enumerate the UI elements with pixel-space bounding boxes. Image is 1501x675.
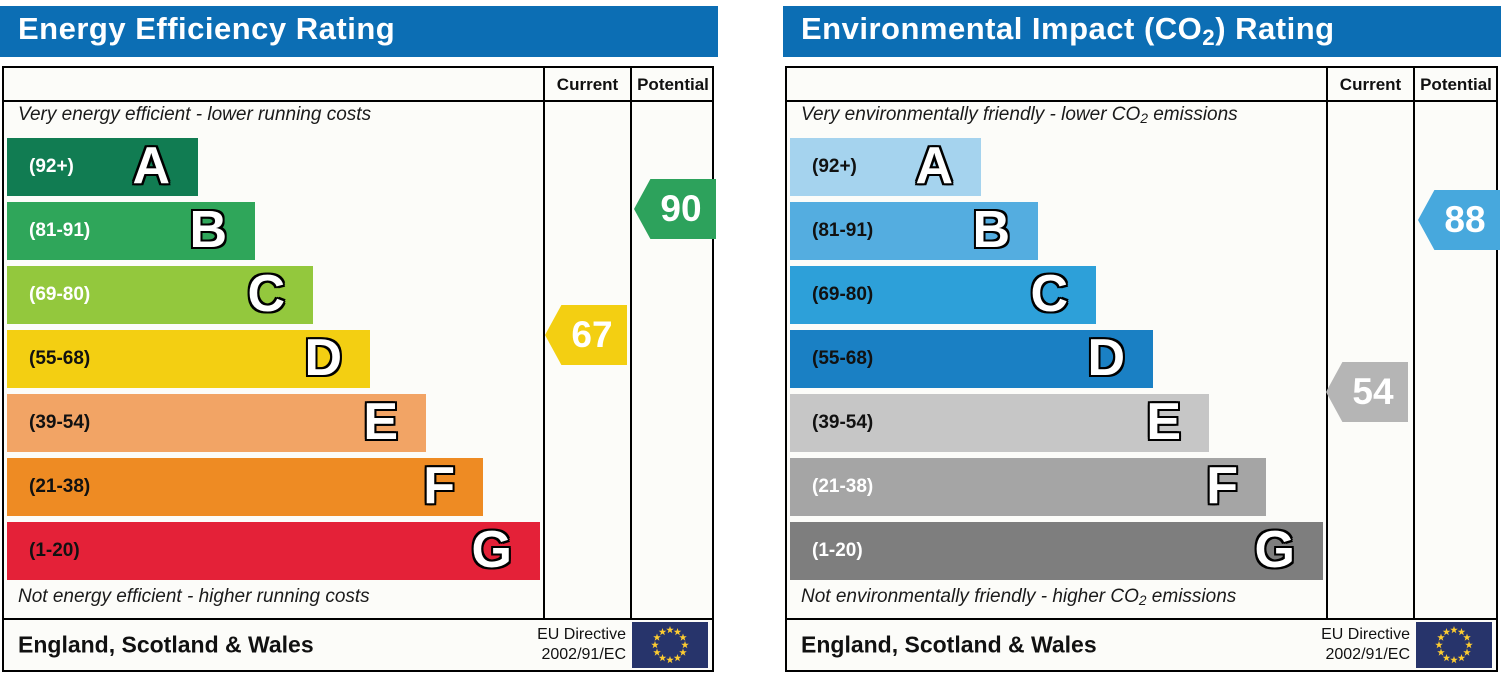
- caption-top: Very environmentally friendly - lower CO…: [801, 104, 1238, 126]
- band-c: (69-80) C: [7, 266, 313, 324]
- band-a: (92+) A: [7, 138, 198, 196]
- caption-top-text: Very energy efficient - lower running co…: [18, 104, 372, 125]
- current-rating-value: 67: [571, 314, 613, 355]
- band-f: (21-38) F: [7, 458, 483, 516]
- rating-table: Current Potential Very energy efficient …: [2, 66, 714, 672]
- caption-bottom-subscript: 2: [1138, 593, 1147, 608]
- panel-title-text: Environmental Impact (CO: [801, 11, 1203, 47]
- potential-column-divider: [630, 68, 632, 618]
- caption-top: Very energy efficient - lower running co…: [18, 104, 371, 126]
- band-letter: F: [423, 456, 455, 515]
- band-letter: G: [471, 520, 512, 579]
- band-letter: B: [972, 200, 1010, 259]
- caption-bottom-text-post: emissions: [1146, 586, 1237, 607]
- caption-bottom-text: Not energy efficient - higher running co…: [18, 586, 370, 607]
- band-b: (81-91) B: [790, 202, 1038, 260]
- band-letter: C: [247, 264, 285, 323]
- band-range-label: (21-38): [29, 476, 91, 497]
- band-letter: A: [915, 136, 953, 195]
- band-range-label: (39-54): [812, 412, 874, 433]
- eu-flag-icon: [632, 622, 708, 668]
- caption-bottom: Not environmentally friendly - higher CO…: [801, 586, 1236, 608]
- band-d: (55-68) D: [7, 330, 370, 388]
- panel-title-bar: Environmental Impact (CO2) Rating: [783, 6, 1501, 57]
- band-range-label: (81-91): [812, 220, 874, 241]
- eu-directive-line1: EU Directive: [537, 626, 626, 643]
- current-rating-arrow: 67: [545, 305, 627, 365]
- panel-title: Environmental Impact (CO2) Rating: [783, 11, 1335, 51]
- caption-bottom: Not energy efficient - higher running co…: [18, 586, 370, 608]
- current-rating-arrow: 54: [1326, 362, 1408, 422]
- band-range-label: (55-68): [812, 348, 874, 369]
- band-range-label: (39-54): [29, 412, 91, 433]
- panel-title: Energy Efficiency Rating: [0, 11, 395, 51]
- header-divider: [4, 100, 712, 102]
- band-letter: A: [132, 136, 170, 195]
- potential-rating-value: 90: [660, 188, 702, 229]
- panel-title-subscript: 2: [1202, 25, 1216, 51]
- caption-top-subscript: 2: [1140, 111, 1148, 126]
- band-d: (55-68) D: [790, 330, 1153, 388]
- band-range-label: (69-80): [812, 284, 874, 305]
- band-e: (39-54) E: [7, 394, 426, 452]
- potential-column-divider: [1413, 68, 1415, 618]
- current-column-divider: [543, 68, 545, 618]
- band-range-label: (21-38): [812, 476, 874, 497]
- band-range-label: (69-80): [29, 284, 91, 305]
- panel-title-text-post: ) Rating: [1215, 11, 1335, 47]
- band-range-label: (81-91): [29, 220, 91, 241]
- band-letter: E: [1146, 392, 1181, 451]
- band-range-label: (92+): [29, 156, 74, 177]
- band-letter: E: [363, 392, 398, 451]
- panel-title-text: Energy Efficiency Rating: [18, 11, 396, 47]
- table-footer: England, Scotland & Wales EU Directive 2…: [787, 618, 1496, 670]
- band-letter: G: [1254, 520, 1295, 579]
- panel-title-bar: Energy Efficiency Rating: [0, 6, 718, 57]
- band-letter: C: [1030, 264, 1068, 323]
- eu-directive-label: EU Directive 2002/91/EC: [1321, 625, 1410, 665]
- eu-flag-icon: [1416, 622, 1492, 668]
- band-letter: F: [1206, 456, 1238, 515]
- column-header-potential: Potential: [637, 75, 709, 94]
- band-range-label: (55-68): [29, 348, 91, 369]
- current-column-divider: [1326, 68, 1328, 618]
- eu-directive-line2: 2002/91/EC: [1325, 646, 1410, 663]
- current-rating-value: 54: [1352, 371, 1394, 412]
- column-header-potential: Potential: [1420, 75, 1492, 94]
- potential-rating-arrow: 88: [1418, 190, 1500, 250]
- band-b: (81-91) B: [7, 202, 255, 260]
- eu-directive-label: EU Directive 2002/91/EC: [537, 625, 626, 665]
- band-range-label: (92+): [812, 156, 857, 177]
- potential-rating-value: 88: [1444, 199, 1486, 240]
- band-range-label: (1-20): [29, 540, 80, 561]
- caption-top-text: Very environmentally friendly - lower CO: [801, 104, 1141, 125]
- eu-directive-line1: EU Directive: [1321, 626, 1410, 643]
- column-header-current: Current: [556, 75, 619, 94]
- region-label: England, Scotland & Wales: [18, 631, 314, 658]
- energy-efficiency-panel: Energy Efficiency Rating Current Potenti…: [0, 0, 718, 675]
- region-label: England, Scotland & Wales: [801, 631, 1097, 658]
- potential-rating-arrow: 90: [634, 179, 716, 239]
- header-divider: [787, 100, 1496, 102]
- environmental-impact-panel: Environmental Impact (CO2) Rating Curren…: [783, 0, 1501, 675]
- eu-directive-line2: 2002/91/EC: [541, 646, 626, 663]
- band-a: (92+) A: [790, 138, 981, 196]
- band-c: (69-80) C: [790, 266, 1096, 324]
- band-letter: D: [1087, 328, 1125, 387]
- band-range-label: (1-20): [812, 540, 863, 561]
- band-g: (1-20) G: [7, 522, 540, 580]
- caption-bottom-text: Not environmentally friendly - higher CO: [801, 586, 1139, 607]
- column-header-current: Current: [1339, 75, 1402, 94]
- band-letter: D: [304, 328, 342, 387]
- caption-top-text-post: emissions: [1147, 104, 1238, 125]
- band-g: (1-20) G: [790, 522, 1323, 580]
- table-footer: England, Scotland & Wales EU Directive 2…: [4, 618, 712, 670]
- band-f: (21-38) F: [790, 458, 1266, 516]
- band-letter: B: [189, 200, 227, 259]
- band-e: (39-54) E: [790, 394, 1209, 452]
